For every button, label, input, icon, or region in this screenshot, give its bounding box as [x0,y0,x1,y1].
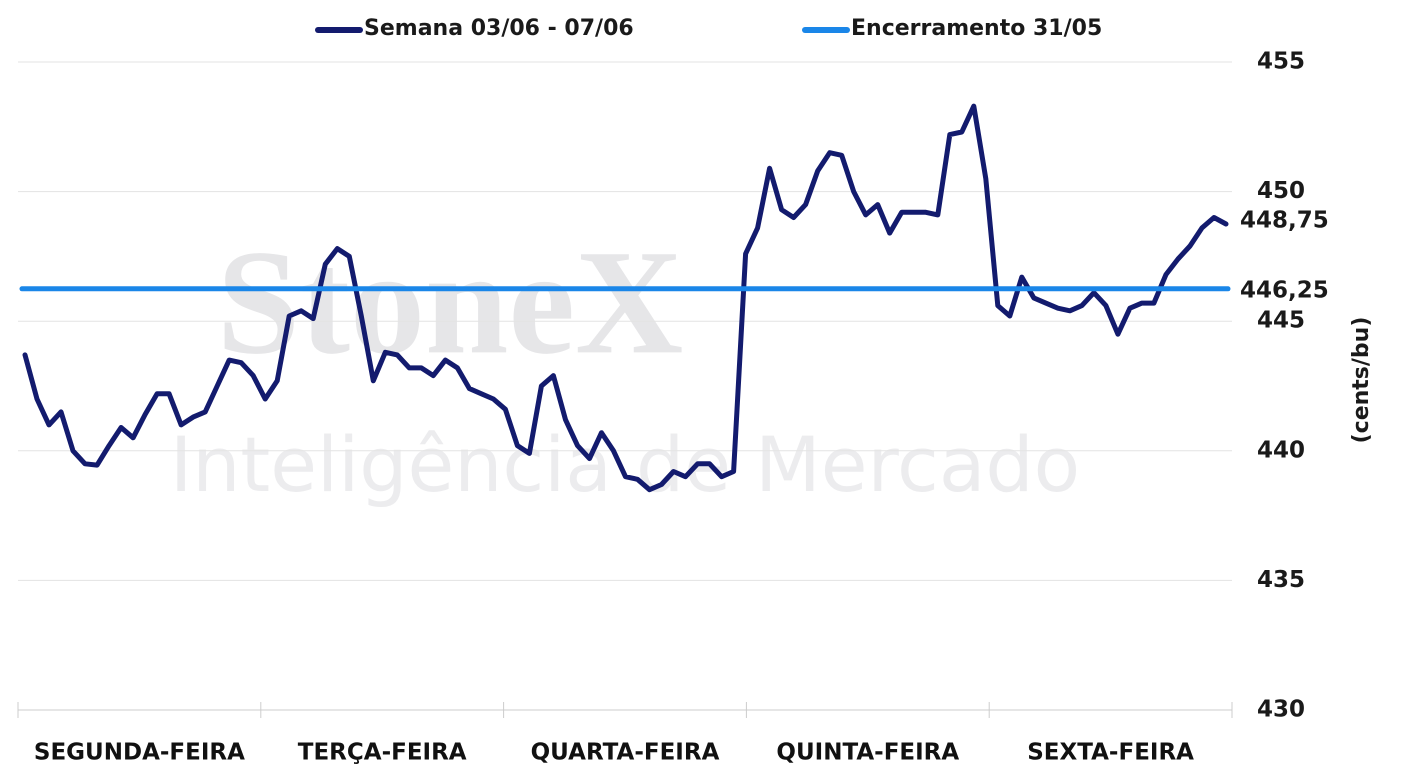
x-tick-label: SEGUNDA-FEIRA [34,740,245,766]
x-tick-label: TERÇA-FEIRA [298,740,467,766]
x-tick-label: QUARTA-FEIRA [531,740,720,766]
end-label: 448,75 [1240,208,1329,234]
x-tick-label: SEXTA-FEIRA [1027,740,1194,766]
y-tick-label: 445 [1257,308,1305,334]
legend-label: Semana 03/06 - 07/06 [364,16,634,41]
y-tick-label: 440 [1257,437,1305,463]
y-tick-label: 450 [1257,178,1305,204]
series-line [22,103,1229,493]
y-tick-label: 435 [1257,567,1305,593]
y-tick-label: 455 [1257,49,1305,75]
value-label: 446,25 [1240,277,1329,303]
watermark: StoneX Inteligência de Mercado [170,219,1080,509]
watermark-tagline: Inteligência de Mercado [170,420,1080,509]
legend-label: Encerramento 31/05 [851,16,1102,41]
watermark-brand: StoneX [217,219,684,385]
y-axis-label: (cents/bu) [1349,317,1374,444]
y-tick-label: 430 [1257,697,1305,723]
x-tick-label: QUINTA-FEIRA [776,740,959,766]
